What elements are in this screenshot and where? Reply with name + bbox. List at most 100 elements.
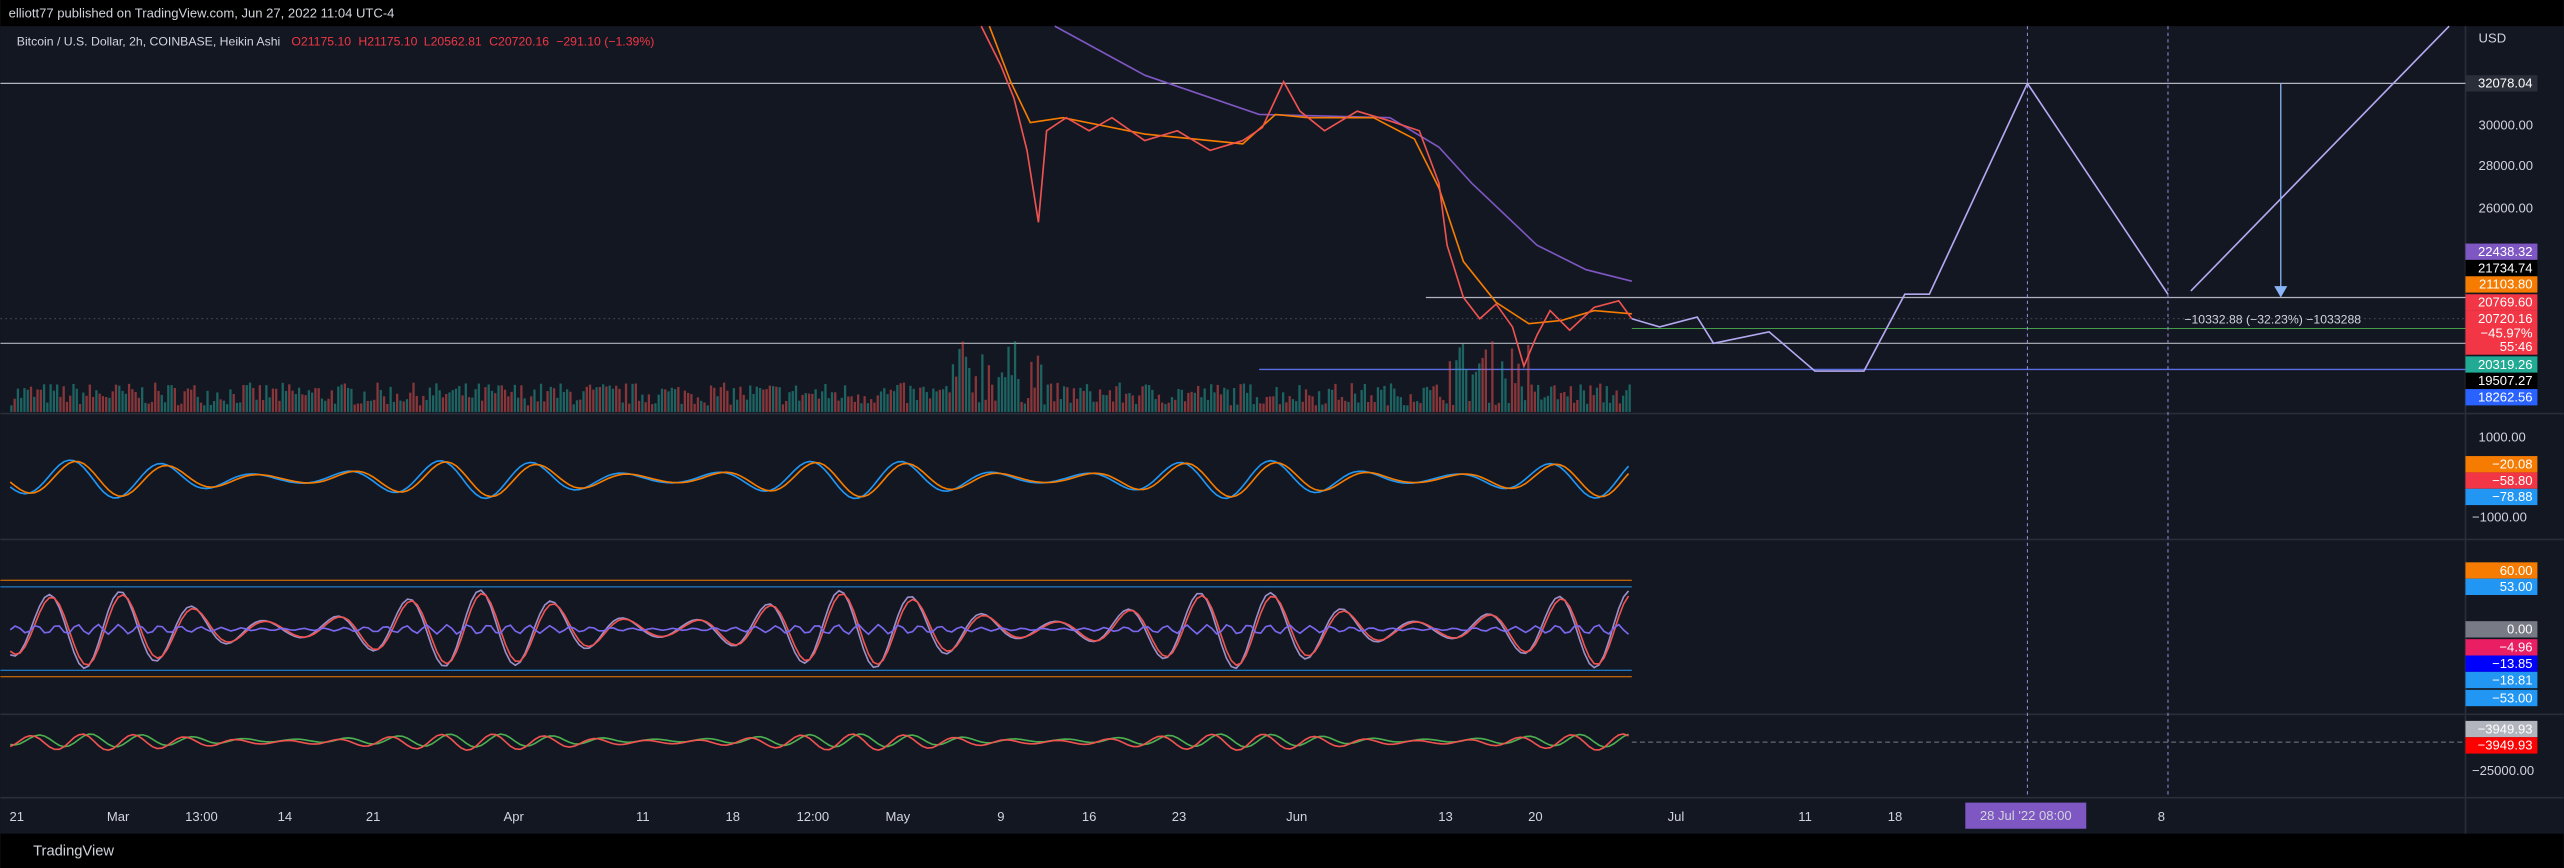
volume-bar	[1353, 393, 1357, 412]
volume-bar	[582, 391, 585, 412]
volume-bar	[1193, 392, 1197, 412]
volume-bar	[1298, 385, 1301, 412]
volume-bar	[1213, 392, 1216, 412]
volume-bar	[1036, 355, 1040, 412]
volume-bar	[75, 388, 78, 412]
volume-bar	[598, 386, 602, 412]
volume-bar	[1425, 386, 1429, 412]
volume-bar	[52, 390, 56, 412]
volume-bar	[105, 397, 108, 412]
volume-bar	[559, 383, 562, 412]
volume-bar	[981, 354, 984, 412]
volume-bar	[435, 383, 438, 412]
volume-bar	[1523, 400, 1527, 412]
price-label: −45.97%	[2481, 326, 2533, 341]
volume-bar	[549, 386, 552, 412]
volume-bar	[62, 386, 65, 412]
volume-bar	[88, 384, 91, 412]
volume-bar	[343, 383, 346, 412]
volume-bar	[1082, 390, 1085, 412]
volume-bar	[909, 385, 912, 412]
low: L20562.81	[424, 35, 482, 49]
volume-bar	[991, 384, 994, 412]
volume-bar	[239, 402, 242, 412]
measure-label: −10332.88 (−32.23%) −1033288	[2184, 313, 2361, 327]
time-tick: 8	[2158, 809, 2165, 824]
volume-bar	[834, 392, 837, 412]
volume-bar	[141, 387, 144, 412]
oscillator-line	[9, 459, 1630, 500]
volume-bar	[1622, 395, 1625, 412]
time-tick: 13:00	[185, 809, 218, 824]
volume-bar	[56, 384, 59, 412]
volume-bar	[791, 391, 794, 412]
volume-bar	[539, 383, 543, 412]
volume-bar	[1350, 383, 1353, 412]
volume-bar	[680, 403, 683, 412]
volume-bar	[1595, 387, 1599, 412]
volume-bar	[1180, 389, 1183, 412]
volume-bar	[481, 400, 484, 412]
volume-bar	[1419, 403, 1422, 412]
volume-bar	[441, 397, 445, 412]
volume-bar	[533, 389, 536, 412]
price-label-box	[2465, 259, 2538, 277]
volume-bar	[1314, 405, 1317, 412]
volume-bar	[242, 384, 245, 412]
volume-bar	[605, 386, 608, 412]
volume-bar	[1118, 382, 1121, 412]
volume-bar	[556, 397, 559, 412]
volume-bar	[566, 389, 569, 412]
price-label: 21103.80	[2479, 277, 2533, 292]
price-label-box	[2465, 737, 2538, 754]
volume-bar	[700, 400, 703, 412]
volume-bar	[870, 399, 873, 412]
volume-bar	[1507, 402, 1510, 412]
volume-bar	[1373, 401, 1376, 412]
volume-bar	[866, 403, 870, 412]
projection	[1631, 81, 2169, 372]
volume-bar	[396, 393, 399, 412]
volume-bar	[1412, 401, 1416, 412]
volume-bar	[958, 348, 961, 412]
volume-bar	[1468, 400, 1471, 412]
oscillator-line	[9, 733, 1629, 751]
volume-bar	[503, 389, 507, 412]
volume-bar	[768, 385, 772, 412]
volume-bar	[1144, 384, 1147, 412]
volume-bar	[572, 404, 575, 412]
volume-bar	[1252, 404, 1255, 412]
volume-bar	[1344, 400, 1347, 412]
volume-bar	[163, 402, 167, 412]
volume-bar	[706, 405, 709, 412]
volume-bar	[65, 401, 69, 412]
volume-bar	[252, 387, 255, 412]
volume-bar	[1013, 341, 1017, 412]
volume-bar	[487, 384, 490, 412]
volume-bar	[922, 386, 925, 412]
volume-bar	[1066, 387, 1069, 412]
volume-bar	[494, 393, 497, 412]
volume-bar	[173, 387, 176, 412]
volume-bar	[1380, 389, 1383, 412]
volume-bar	[719, 387, 722, 412]
time-highlight-box	[1965, 802, 2087, 829]
volume-bar	[546, 391, 549, 412]
volume-bar	[111, 391, 114, 412]
volume-bar	[353, 404, 356, 412]
volume-bar	[1020, 401, 1023, 412]
volume-bar	[1007, 346, 1010, 412]
volume-bar	[1553, 385, 1556, 412]
volume-bar	[902, 382, 906, 412]
volume-bar	[26, 389, 29, 412]
volume-bar	[971, 392, 974, 412]
volume-bar	[961, 341, 964, 412]
volume-bar	[327, 398, 330, 412]
volume-bar	[1504, 378, 1507, 412]
volume-bar	[919, 387, 922, 412]
volume-bar	[356, 403, 360, 412]
time-tick: 21	[366, 809, 381, 824]
volume-bar	[1383, 385, 1386, 412]
volume-bar	[382, 396, 386, 412]
